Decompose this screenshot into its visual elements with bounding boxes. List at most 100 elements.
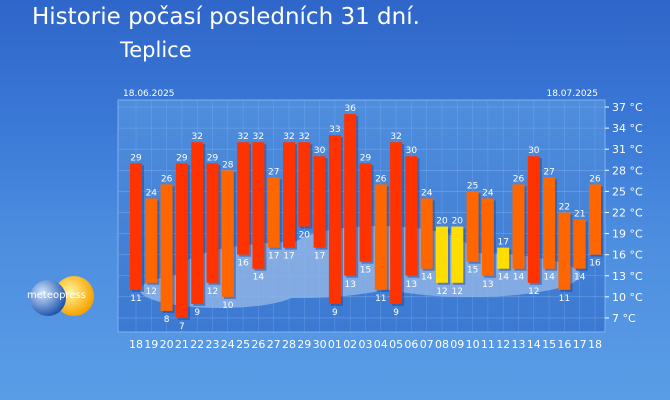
temperature-bars — [130, 114, 603, 320]
min-temp-label: 12 — [146, 287, 157, 297]
temperature-bar — [512, 184, 525, 269]
max-temp-label: 25 — [467, 181, 478, 191]
temperature-bar — [267, 177, 280, 248]
temperature-bar — [130, 163, 142, 290]
x-tick-label: 16 — [557, 338, 571, 351]
chart-title: Historie počasí posledních 31 dní. — [32, 4, 420, 30]
max-temp-label: 30 — [314, 146, 326, 156]
x-tick-label: 29 — [297, 338, 311, 351]
min-temp-label: 14 — [421, 273, 433, 283]
y-tick-label: 16 °C — [612, 249, 643, 262]
meteopress-logo-icon — [30, 276, 94, 316]
temperature-bar — [436, 226, 448, 283]
max-temp-label: 32 — [299, 132, 310, 142]
min-temp-label: 10 — [222, 301, 234, 311]
y-tick-label: 37 °C — [612, 101, 643, 114]
x-tick-label: 10 — [466, 338, 480, 351]
temperature-bar — [451, 226, 464, 283]
min-temp-label: 14 — [543, 273, 555, 283]
x-tick-label: 25 — [236, 338, 250, 351]
min-temp-label: 7 — [179, 322, 185, 332]
x-tick-label: 01 — [328, 338, 342, 351]
x-tick-label: 18 — [588, 338, 602, 351]
data-labels: 29 11 24 12 26 8 29 7 32 9 29 12 28 10 32 16 32 14 27 17 32 1… — [130, 104, 601, 332]
x-tick-label: 27 — [267, 338, 281, 351]
min-temp-label: 14 — [253, 273, 265, 283]
min-temp-label: 12 — [528, 287, 539, 297]
temperature-bar — [298, 142, 311, 227]
temperature-bar — [328, 135, 341, 304]
x-tick-label: 26 — [251, 338, 265, 351]
y-tick-label: 31 °C — [612, 143, 643, 156]
temperature-bar — [543, 177, 556, 269]
temperature-bar — [420, 198, 433, 269]
temperature-bar — [160, 184, 173, 311]
x-tick-label: 23 — [206, 338, 220, 351]
location-name: Teplice — [120, 38, 192, 62]
max-temp-label: 26 — [513, 174, 525, 184]
min-temp-label: 15 — [467, 266, 478, 276]
min-temp-label: 12 — [436, 287, 447, 297]
min-temp-label: 9 — [393, 308, 399, 318]
temperature-bar — [313, 156, 326, 248]
temperature-bar — [206, 163, 219, 283]
temperature-bar — [221, 170, 234, 297]
min-temp-label: 12 — [452, 287, 463, 297]
max-temp-label: 22 — [559, 202, 570, 212]
min-temp-label: 11 — [375, 294, 386, 304]
x-tick-label: 13 — [512, 338, 526, 351]
temperature-bar — [466, 191, 479, 262]
min-temp-label: 16 — [237, 259, 249, 269]
start-date-label: 18.06.2025 — [123, 89, 175, 99]
x-tick-label: 08 — [435, 338, 449, 351]
x-tick-label: 07 — [420, 338, 434, 351]
min-temp-label: 13 — [482, 280, 493, 290]
x-tick-label: 03 — [359, 338, 373, 351]
x-tick-label: 19 — [144, 338, 158, 351]
min-temp-label: 11 — [130, 294, 141, 304]
max-temp-label: 32 — [237, 132, 248, 142]
x-tick-label: 28 — [282, 338, 296, 351]
max-temp-label: 32 — [390, 132, 401, 142]
x-tick-label: 04 — [374, 338, 388, 351]
max-temp-label: 30 — [406, 146, 418, 156]
max-temp-label: 24 — [421, 188, 433, 198]
temperature-bar — [252, 142, 265, 269]
temperature-bar — [175, 163, 188, 318]
min-temp-label: 17 — [314, 252, 325, 262]
min-temp-label: 11 — [559, 294, 570, 304]
x-tick-label: 12 — [496, 338, 510, 351]
max-temp-label: 32 — [253, 132, 264, 142]
temperature-bar — [237, 142, 250, 255]
y-tick-label: 13 °C — [612, 270, 643, 283]
y-axis-ticks: 37 °C 34 °C 31 °C 28 °C 25 °C 22 °C 19 °C 16 °C… — [605, 101, 643, 325]
max-temp-label: 30 — [528, 146, 540, 156]
min-temp-label: 17 — [283, 252, 294, 262]
y-tick-label: 22 °C — [612, 206, 643, 219]
max-temp-label: 20 — [452, 217, 464, 227]
max-temp-label: 29 — [360, 153, 372, 163]
x-tick-label: 22 — [190, 338, 204, 351]
max-temp-label: 36 — [344, 104, 356, 114]
x-axis-ticks: 18 19 20 21 22 23 24 25 26 27 28 29 30 01 02 03 04 05 06 07… — [129, 338, 602, 351]
max-temp-label: 27 — [543, 167, 554, 177]
x-tick-label: 24 — [221, 338, 235, 351]
temperature-bar — [405, 156, 418, 276]
temperature-bar — [573, 219, 586, 269]
min-temp-label: 15 — [360, 266, 371, 276]
y-tick-label: 7 °C — [612, 312, 636, 325]
min-temp-label: 16 — [589, 259, 601, 269]
end-date-label: 18.07.2025 — [546, 89, 598, 99]
temperature-bar — [497, 247, 510, 269]
min-temp-label: 14 — [574, 273, 586, 283]
max-temp-label: 24 — [482, 188, 494, 198]
temperature-bar — [558, 212, 571, 290]
min-temp-label: 9 — [332, 308, 338, 318]
y-tick-label: 34 °C — [612, 122, 643, 135]
max-temp-label: 24 — [146, 188, 158, 198]
max-temp-label: 27 — [268, 167, 279, 177]
temperature-bar — [481, 198, 494, 276]
min-temp-label: 17 — [268, 252, 279, 262]
max-temp-label: 29 — [130, 153, 142, 163]
min-temp-label: 20 — [299, 231, 311, 241]
